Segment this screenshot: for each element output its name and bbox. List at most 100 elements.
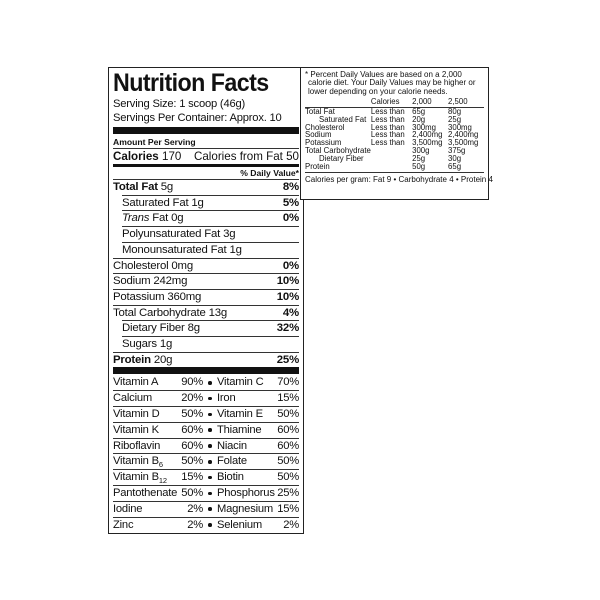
vitamin-dv: 60% — [181, 423, 203, 436]
vitamin-row: Iodine 2% Magnesium 15% — [113, 500, 299, 517]
vitamin-name-wrap: Vitamin B6 — [113, 454, 163, 469]
servings-per-container: Servings Per Container: Approx. 10 — [113, 112, 282, 124]
separator — [203, 486, 217, 501]
daily-value: 10% — [276, 275, 299, 288]
vitamin-name: Magnesium — [217, 502, 274, 515]
vitamin-name-wrap: Calcium — [113, 391, 152, 406]
value-cell: 2,400mg — [412, 130, 443, 140]
vitamin-name: Vitamin K — [113, 423, 159, 436]
vitamin-dv: 50% — [277, 455, 299, 468]
vitamin: Zinc 2% — [113, 518, 203, 533]
value-cell: 300mg — [448, 122, 472, 132]
separator — [203, 375, 217, 390]
divider — [113, 148, 299, 149]
nutrient-amount: 13g — [208, 306, 228, 319]
table-row: Potassium Less than 3,500mg 3,500mg — [305, 139, 484, 147]
vitamin: Vitamin E 50% — [217, 407, 299, 422]
vitamin: Biotin 50% — [217, 470, 299, 485]
vitamin-name-wrap: Biotin — [217, 470, 244, 485]
nutrient-row: Protein 20g 25% — [113, 351, 299, 368]
nutrient-row: Sugars 1g — [122, 336, 299, 352]
vitamin-dv: 15% — [277, 392, 299, 405]
value-cell: Less than — [370, 107, 405, 117]
daily-value: 25% — [276, 353, 299, 366]
calories-value: 170 — [162, 150, 182, 163]
vitamin: Iron 15% — [217, 391, 299, 406]
footnote-text: * Percent Daily Values are based on a 2,… — [305, 70, 476, 96]
nutrient-cell: Saturated Fat — [319, 114, 367, 124]
vitamin-dv: 15% — [277, 502, 299, 515]
vitamin-name-wrap: Zinc — [113, 518, 134, 533]
table-row: Cholesterol Less than 300mg 300mg — [305, 122, 484, 132]
vitamin-name: Folate — [217, 455, 247, 468]
vitamin: Niacin 60% — [217, 439, 299, 454]
vitamin-name-wrap: Pantothenate — [113, 486, 177, 501]
vitamin-name-wrap: Riboflavin — [113, 439, 160, 454]
vitamin-name: Vitamin A — [113, 376, 159, 389]
table-row: Dietary Fiber 25g 30g — [305, 153, 484, 163]
value-cell: 375g — [448, 146, 466, 155]
vitamin-row: Calcium 20% Iron 15% — [113, 390, 299, 406]
value-cell: 30g — [448, 153, 462, 163]
vitamin: Vitamin B12 15% — [113, 470, 203, 485]
vitamin-name: Zinc — [113, 518, 134, 531]
vitamin-dv: 50% — [277, 408, 299, 421]
nutrient-row: Monounsaturated Fat 1g — [122, 241, 299, 258]
vitamin-name: Niacin — [217, 439, 247, 452]
bullet — [208, 491, 212, 496]
nutrient-amount: 242mg — [153, 275, 188, 288]
vitamin-name: Iodine — [113, 502, 143, 515]
nutrient-amount: 1g — [159, 338, 173, 351]
vitamin-name-wrap: Magnesium — [217, 502, 273, 517]
divider — [113, 164, 299, 167]
nutrient: Potassium 360mg — [113, 290, 201, 305]
value-cell: Less than — [370, 130, 405, 140]
separator — [203, 470, 217, 485]
table-row: Total Fat Less than 65g 80g — [305, 107, 484, 117]
value-cell: Less than — [370, 114, 405, 124]
nutrient-row: Potassium 360mg 10% — [113, 288, 299, 305]
bullet — [208, 381, 212, 385]
bullet — [208, 507, 212, 511]
nutrient: Protein 20g — [113, 353, 172, 368]
value-cell: 2,400mg — [448, 130, 479, 140]
vitamin-name: Pantothenate — [113, 487, 178, 500]
daily-value: 8% — [282, 181, 299, 193]
daily-value-header: % Daily Value* — [240, 168, 299, 178]
vitamin-subscript: 12 — [158, 476, 167, 486]
divider — [113, 179, 299, 180]
nutrient-amount: 5g — [160, 181, 174, 193]
nutrient: Sugars 1g — [122, 337, 172, 352]
divider — [113, 367, 299, 375]
vitamin-dv: 50% — [181, 408, 203, 421]
label-title: Nutrition Facts — [113, 69, 269, 97]
calories-from-fat: Calories from Fat 50 — [193, 150, 299, 163]
separator — [203, 454, 217, 469]
vitamin: Calcium 20% — [113, 391, 203, 406]
nutrient-list: Total Fat 5g 8% Saturated Fat 1g 5% Trans Fa… — [113, 180, 299, 367]
nutrient: Sodium 242mg — [113, 274, 187, 289]
value-cell: 300mg — [412, 122, 436, 132]
vitamin-name-wrap: Vitamin K — [113, 423, 159, 438]
vitamin-name-wrap: Iodine — [113, 502, 142, 517]
vitamin-name: Riboflavin — [113, 439, 161, 452]
footnote-panel: * Percent Daily Values are based on a 2,… — [300, 67, 493, 200]
vitamin: Vitamin D 50% — [113, 407, 203, 422]
nutrient-name-italic: Trans — [122, 212, 150, 225]
daily-value: 5% — [282, 196, 299, 209]
nutrient-row: Dietary Fiber 8g 32% — [122, 320, 299, 336]
value-cell: Less than — [370, 122, 405, 132]
vitamin-name-wrap: Folate — [217, 454, 247, 469]
vitamin-dv: 2% — [283, 518, 299, 531]
nutrient-row: Saturated Fat 1g 5% — [122, 194, 299, 211]
daily-value: 32% — [276, 322, 299, 335]
nutrient-row: Sodium 242mg 10% — [113, 273, 299, 289]
vitamin: Selenium 2% — [217, 518, 299, 533]
separator — [203, 439, 217, 454]
spacer — [371, 147, 412, 155]
nutrient: Dietary Fiber 8g — [122, 321, 200, 336]
vitamin: Pantothenate 50% — [113, 486, 203, 501]
nutrient-amount: 0g — [171, 212, 184, 225]
nutrient-row: Total Carbohydrate 13g 4% — [113, 304, 299, 321]
nutrient: Trans Fat 0g — [122, 211, 184, 226]
